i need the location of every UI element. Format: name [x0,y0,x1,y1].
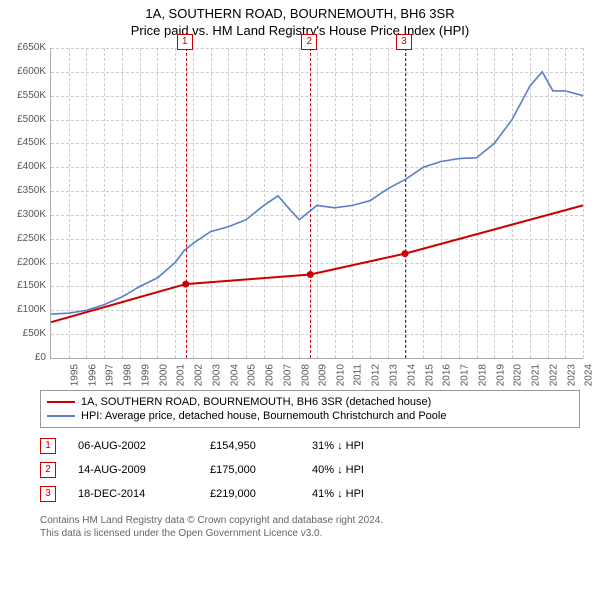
x-axis-label: 2005 [247,364,258,386]
transaction-price: £219,000 [210,488,290,500]
x-axis-label: 1998 [122,364,133,386]
transaction-price: £154,950 [210,440,290,452]
x-axis-label: 2018 [477,364,488,386]
chart-title-address: 1A, SOUTHERN ROAD, BOURNEMOUTH, BH6 3SR [0,6,600,21]
y-axis-label: £200K [10,257,46,268]
x-axis-label: 2000 [158,364,169,386]
y-axis-label: £350K [10,185,46,196]
x-axis-label: 2021 [530,364,541,386]
transaction-row: 3 18-DEC-2014 £219,000 41% ↓ HPI [40,482,580,506]
legend-label: 1A, SOUTHERN ROAD, BOURNEMOUTH, BH6 3SR … [81,396,431,408]
y-axis-label: £50K [10,328,46,339]
x-axis-label: 2011 [352,364,363,386]
transaction-row: 2 14-AUG-2009 £175,000 40% ↓ HPI [40,458,580,482]
footer-attribution: Contains HM Land Registry data © Crown c… [40,514,580,540]
x-axis-label: 2003 [211,364,222,386]
legend-item: HPI: Average price, detached house, Bour… [47,409,573,423]
x-axis-label: 2015 [424,364,435,386]
chart-marker: 3 [396,34,412,50]
transaction-marker: 1 [40,438,56,454]
x-axis-label: 2006 [264,364,275,386]
x-axis-label: 2002 [193,364,204,386]
transaction-date: 14-AUG-2009 [78,464,188,476]
transaction-marker: 2 [40,462,56,478]
y-axis-label: £150K [10,280,46,291]
y-axis-label: £100K [10,304,46,315]
legend: 1A, SOUTHERN ROAD, BOURNEMOUTH, BH6 3SR … [40,390,580,428]
x-axis-label: 2008 [300,364,311,386]
legend-item: 1A, SOUTHERN ROAD, BOURNEMOUTH, BH6 3SR … [47,395,573,409]
chart-marker: 2 [301,34,317,50]
x-axis-label: 2017 [459,364,470,386]
x-axis-label: 2014 [406,364,417,386]
x-axis-label: 2012 [371,364,382,386]
transaction-diff: 31% ↓ HPI [312,440,402,452]
legend-swatch [47,415,75,417]
y-axis-label: £250K [10,233,46,244]
x-axis-label: 2016 [442,364,453,386]
transactions-table: 1 06-AUG-2002 £154,950 31% ↓ HPI 2 14-AUG-200… [40,434,580,506]
x-axis-label: 2024 [584,364,595,386]
chart-titles: 1A, SOUTHERN ROAD, BOURNEMOUTH, BH6 3SR … [0,0,600,38]
chart-container: 1A, SOUTHERN ROAD, BOURNEMOUTH, BH6 3SR … [0,0,600,540]
x-axis-label: 2004 [229,364,240,386]
transaction-marker: 3 [40,486,56,502]
y-axis-label: £0 [10,352,46,363]
chart-plot: £0 £50K £100K £150K £200K £250K £300K £350K £400… [10,44,590,386]
x-axis-label: 1999 [140,364,151,386]
footer-line2: This data is licensed under the Open Gov… [40,527,580,540]
x-axis-label: 1995 [69,364,80,386]
transaction-diff: 40% ↓ HPI [312,464,402,476]
chart-marker: 1 [177,34,193,50]
y-axis-label: £450K [10,137,46,148]
transaction-row: 1 06-AUG-2002 £154,950 31% ↓ HPI [40,434,580,458]
x-axis-label: 2022 [548,364,559,386]
y-axis-label: £400K [10,161,46,172]
x-axis-label: 2013 [388,364,399,386]
chart-title-desc: Price paid vs. HM Land Registry's House … [0,23,600,38]
y-axis-label: £550K [10,90,46,101]
x-axis-label: 2009 [318,364,329,386]
x-axis-label: 2020 [513,364,524,386]
legend-label: HPI: Average price, detached house, Bour… [81,410,446,422]
y-axis-label: £650K [10,42,46,53]
x-axis-label: 2007 [282,364,293,386]
transaction-date: 18-DEC-2014 [78,488,188,500]
x-axis-label: 1997 [105,364,116,386]
x-axis-label: 2019 [495,364,506,386]
transaction-price: £175,000 [210,464,290,476]
transaction-date: 06-AUG-2002 [78,440,188,452]
transaction-diff: 41% ↓ HPI [312,488,402,500]
y-axis-label: £300K [10,209,46,220]
x-axis-label: 2001 [176,364,187,386]
x-axis-label: 1996 [87,364,98,386]
footer-line1: Contains HM Land Registry data © Crown c… [40,514,580,527]
x-axis-label: 2023 [566,364,577,386]
x-axis-label: 2010 [335,364,346,386]
legend-swatch [47,401,75,403]
y-axis-label: £500K [10,114,46,125]
y-axis-label: £600K [10,66,46,77]
